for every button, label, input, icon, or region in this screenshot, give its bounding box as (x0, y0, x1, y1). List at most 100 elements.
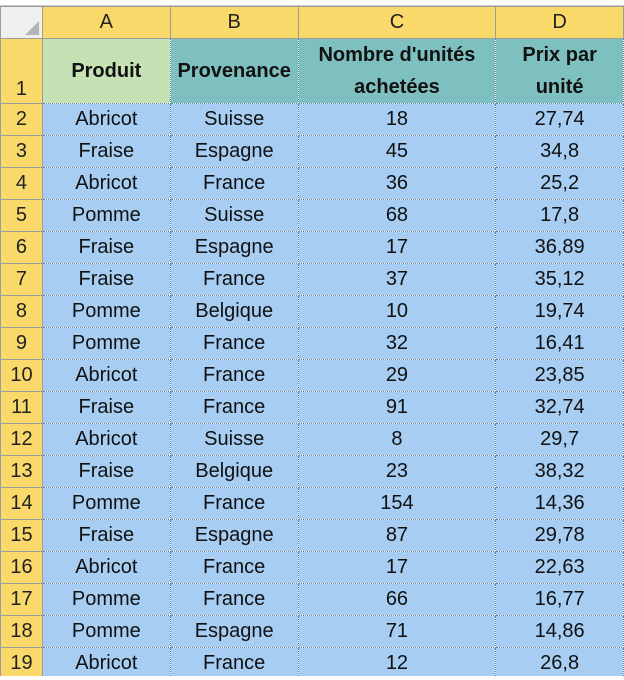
cell-nombre[interactable]: 10 (297, 295, 497, 328)
cell-prix[interactable]: 34,8 (495, 135, 624, 168)
cell-produit[interactable]: Fraise (41, 455, 171, 488)
header-cell-prix[interactable]: Prix par unité (495, 38, 624, 104)
cell-provenance[interactable]: Belgique (169, 455, 299, 488)
cell-produit[interactable]: Pomme (41, 487, 171, 520)
cell-prix[interactable]: 29,78 (495, 519, 624, 552)
cell-produit[interactable]: Pomme (41, 327, 171, 360)
cell-nombre[interactable]: 17 (297, 551, 497, 584)
cell-prix[interactable]: 38,32 (495, 455, 624, 488)
cell-nombre[interactable]: 71 (297, 615, 497, 648)
cell-provenance[interactable]: Belgique (169, 295, 299, 328)
cell-produit[interactable]: Fraise (41, 519, 171, 552)
row-header[interactable]: 14 (0, 487, 43, 520)
column-header-c[interactable]: C (297, 6, 497, 39)
cell-prix[interactable]: 14,86 (495, 615, 624, 648)
cell-nombre[interactable]: 37 (297, 263, 497, 296)
cell-provenance[interactable]: France (169, 167, 299, 200)
cell-produit[interactable]: Pomme (41, 199, 171, 232)
header-cell-nombre[interactable]: Nombre d'unités achetées (297, 38, 497, 104)
cell-prix[interactable]: 23,85 (495, 359, 624, 392)
cell-nombre[interactable]: 12 (297, 647, 497, 680)
cell-provenance[interactable]: France (169, 391, 299, 424)
cell-provenance[interactable]: France (169, 487, 299, 520)
cell-produit[interactable]: Abricot (41, 647, 171, 680)
cell-nombre[interactable]: 68 (297, 199, 497, 232)
cell-nombre[interactable]: 18 (297, 103, 497, 136)
cell-produit[interactable]: Abricot (41, 167, 171, 200)
cell-provenance[interactable]: France (169, 263, 299, 296)
row-header[interactable]: 8 (0, 295, 43, 328)
row-header[interactable]: 6 (0, 231, 43, 264)
cell-prix[interactable]: 14,36 (495, 487, 624, 520)
header-cell-provenance[interactable]: Provenance (169, 38, 299, 104)
cell-provenance[interactable]: Espagne (169, 231, 299, 264)
row-header[interactable]: 12 (0, 423, 43, 456)
cell-prix[interactable]: 27,74 (495, 103, 624, 136)
cell-nombre[interactable]: 36 (297, 167, 497, 200)
row-header[interactable]: 13 (0, 455, 43, 488)
cell-nombre[interactable]: 66 (297, 583, 497, 616)
row-header-1[interactable]: 1 (0, 38, 43, 104)
row-header[interactable]: 5 (0, 199, 43, 232)
row-header[interactable]: 18 (0, 615, 43, 648)
cell-prix[interactable]: 19,74 (495, 295, 624, 328)
cell-provenance[interactable]: France (169, 647, 299, 680)
cell-prix[interactable]: 35,12 (495, 263, 624, 296)
cell-produit[interactable]: Fraise (41, 263, 171, 296)
row-header[interactable]: 15 (0, 519, 43, 552)
cell-provenance[interactable]: France (169, 583, 299, 616)
cell-nombre[interactable]: 17 (297, 231, 497, 264)
cell-provenance[interactable]: France (169, 327, 299, 360)
cell-nombre[interactable]: 23 (297, 455, 497, 488)
cell-nombre[interactable]: 45 (297, 135, 497, 168)
cell-provenance[interactable]: Suisse (169, 199, 299, 232)
cell-nombre[interactable]: 32 (297, 327, 497, 360)
cell-prix[interactable]: 36,89 (495, 231, 624, 264)
cell-provenance[interactable]: Suisse (169, 103, 299, 136)
cell-produit[interactable]: Pomme (41, 615, 171, 648)
cell-provenance[interactable]: Suisse (169, 423, 299, 456)
cell-provenance[interactable]: France (169, 551, 299, 584)
cell-nombre[interactable]: 154 (297, 487, 497, 520)
row-header[interactable]: 19 (0, 647, 43, 680)
cell-nombre[interactable]: 87 (297, 519, 497, 552)
row-header[interactable]: 9 (0, 327, 43, 360)
cell-prix[interactable]: 29,7 (495, 423, 624, 456)
select-all-corner[interactable] (0, 6, 43, 39)
cell-nombre[interactable]: 29 (297, 359, 497, 392)
cell-produit[interactable]: Abricot (41, 423, 171, 456)
cell-produit[interactable]: Abricot (41, 551, 171, 584)
row-header[interactable]: 16 (0, 551, 43, 584)
cell-produit[interactable]: Pomme (41, 583, 171, 616)
column-header-b[interactable]: B (169, 6, 299, 39)
row-header[interactable]: 11 (0, 391, 43, 424)
row-header[interactable]: 2 (0, 103, 43, 136)
cell-produit[interactable]: Fraise (41, 391, 171, 424)
cell-produit[interactable]: Fraise (41, 135, 171, 168)
cell-prix[interactable]: 17,8 (495, 199, 624, 232)
row-header[interactable]: 17 (0, 583, 43, 616)
cell-provenance[interactable]: Espagne (169, 615, 299, 648)
cell-nombre[interactable]: 8 (297, 423, 497, 456)
cell-prix[interactable]: 26,8 (495, 647, 624, 680)
cell-nombre[interactable]: 91 (297, 391, 497, 424)
row-header[interactable]: 4 (0, 167, 43, 200)
cell-produit[interactable]: Fraise (41, 231, 171, 264)
cell-prix[interactable]: 22,63 (495, 551, 624, 584)
cell-prix[interactable]: 32,74 (495, 391, 624, 424)
cell-provenance[interactable]: Espagne (169, 519, 299, 552)
header-cell-produit[interactable]: Produit (41, 38, 171, 104)
column-header-d[interactable]: D (495, 6, 624, 39)
row-header[interactable]: 10 (0, 359, 43, 392)
row-header[interactable]: 7 (0, 263, 43, 296)
cell-provenance[interactable]: Espagne (169, 135, 299, 168)
cell-prix[interactable]: 16,77 (495, 583, 624, 616)
cell-produit[interactable]: Abricot (41, 359, 171, 392)
cell-produit[interactable]: Pomme (41, 295, 171, 328)
cell-prix[interactable]: 16,41 (495, 327, 624, 360)
cell-produit[interactable]: Abricot (41, 103, 171, 136)
cell-provenance[interactable]: France (169, 359, 299, 392)
row-header[interactable]: 3 (0, 135, 43, 168)
cell-prix[interactable]: 25,2 (495, 167, 624, 200)
column-header-a[interactable]: A (41, 6, 171, 39)
